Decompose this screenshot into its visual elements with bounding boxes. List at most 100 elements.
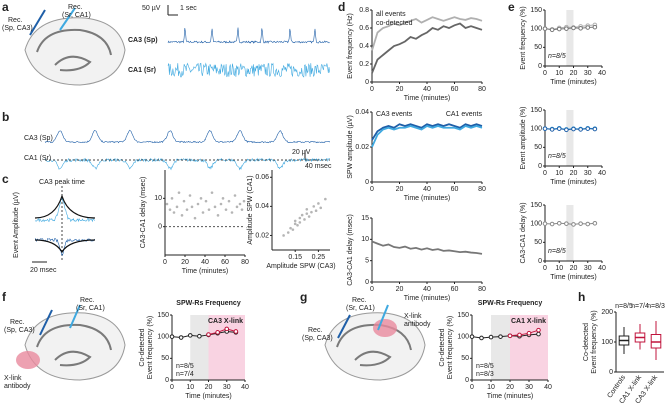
y-tick-label: 0 (538, 258, 542, 265)
x-axis-label: Time (minutes) (182, 268, 228, 275)
x-tick-label: 0 (370, 186, 374, 193)
point (305, 212, 309, 215)
x-tick-label: 30 (223, 384, 231, 391)
marker (488, 334, 494, 340)
point (221, 197, 225, 200)
n-label: n=8/3 (647, 303, 665, 310)
point (185, 208, 189, 211)
rec-label: Rec. (68, 4, 82, 11)
electrode (377, 304, 389, 331)
x-tick-label: 10 (186, 384, 194, 391)
rec-label: (Sp, CA3) (4, 327, 35, 334)
y-axis-label: Event frequency (Hz) (347, 13, 354, 79)
antibody-label: X-link (4, 375, 22, 382)
point (282, 234, 285, 237)
panel-letter: f (2, 290, 7, 304)
scale-label: 20 µV (292, 149, 311, 156)
x-tick-label: 40 (423, 286, 431, 293)
legend-entry: all events (376, 11, 406, 18)
note: n=8/5 (548, 53, 566, 60)
point (293, 222, 297, 226)
marker (549, 127, 555, 132)
marker (517, 332, 522, 338)
x-tick-label: 80 (241, 259, 249, 266)
y-tick-label: 10 (361, 236, 369, 243)
trace-label: CA3 (Sp) (128, 37, 158, 44)
y-axis-label: Amplitude SPW (CA1) (247, 175, 254, 244)
note: n=8/5 (548, 153, 566, 160)
marker (536, 331, 541, 337)
trace (44, 157, 331, 171)
chart-title: SPW-Rs Frequency (176, 300, 241, 307)
marker (187, 333, 193, 338)
y-axis-label: SPW amplitude (µV) (347, 115, 354, 179)
point (324, 197, 327, 201)
panel-letter: e (508, 0, 515, 14)
y-tick-label: 15 (361, 215, 369, 222)
marker (585, 221, 591, 227)
point (165, 202, 169, 206)
x-tick-label: 60 (221, 259, 229, 266)
marker (215, 330, 220, 335)
point (210, 191, 214, 194)
annotation: CA3 X-link (208, 318, 243, 325)
x-tick-label: 10 (555, 170, 563, 177)
x-axis-label: Time (minutes) (550, 79, 596, 86)
point (196, 202, 200, 206)
y-tick-label: 0 (365, 79, 369, 86)
electrode (69, 304, 81, 329)
marker (469, 334, 475, 339)
point (235, 205, 239, 209)
point (298, 221, 302, 224)
rec-label: Rec. (8, 17, 22, 24)
point (172, 211, 176, 214)
marker (571, 25, 576, 31)
point (207, 208, 211, 211)
y-axis-label: Co-detected (583, 323, 590, 361)
y-tick-label: 0 (165, 377, 169, 384)
marker (542, 26, 548, 31)
point (300, 213, 304, 217)
point (190, 205, 194, 209)
y-axis-label: Event frequency (%) (147, 316, 154, 379)
rec-label: (Sr, CA1) (62, 12, 91, 19)
marker (564, 221, 569, 226)
shade (491, 315, 510, 380)
marker (498, 334, 503, 339)
y-tick-label: 150 (157, 312, 169, 319)
panel-letter: h (578, 290, 585, 304)
point (193, 216, 197, 220)
y-tick-label: 0.02 (355, 144, 369, 151)
shade (208, 315, 245, 380)
hippocampus (24, 16, 126, 87)
point (240, 208, 244, 211)
x-axis-label: Time (minutes) (487, 393, 533, 400)
series-line (371, 123, 483, 141)
marker (549, 221, 555, 227)
x-tick-label: 40 (423, 86, 431, 93)
panel-letter: a (2, 0, 9, 14)
series-line (371, 240, 483, 255)
point (303, 218, 306, 221)
y-tick-label: 0 (609, 369, 613, 376)
y-tick-label: 100 (530, 221, 542, 228)
marker (585, 25, 591, 30)
marker (571, 222, 576, 227)
rec-label: Rec. (80, 297, 94, 304)
point (175, 205, 179, 209)
marker (169, 334, 175, 339)
marker (233, 329, 239, 334)
point (216, 214, 220, 217)
marker (556, 126, 562, 131)
diagram-a (24, 7, 126, 87)
y-tick-label: 50 (461, 355, 469, 362)
x-tick-label: 40 (598, 265, 606, 272)
x-tick-label: 0.15 (288, 254, 302, 261)
x-tick-label: 60 (451, 286, 459, 293)
electrode (337, 314, 351, 339)
x-tick-label: 30 (584, 70, 592, 77)
scale-label: 40 msec (305, 163, 332, 170)
trace (167, 27, 330, 44)
panel-letter: b (2, 110, 9, 124)
marker (578, 127, 583, 132)
